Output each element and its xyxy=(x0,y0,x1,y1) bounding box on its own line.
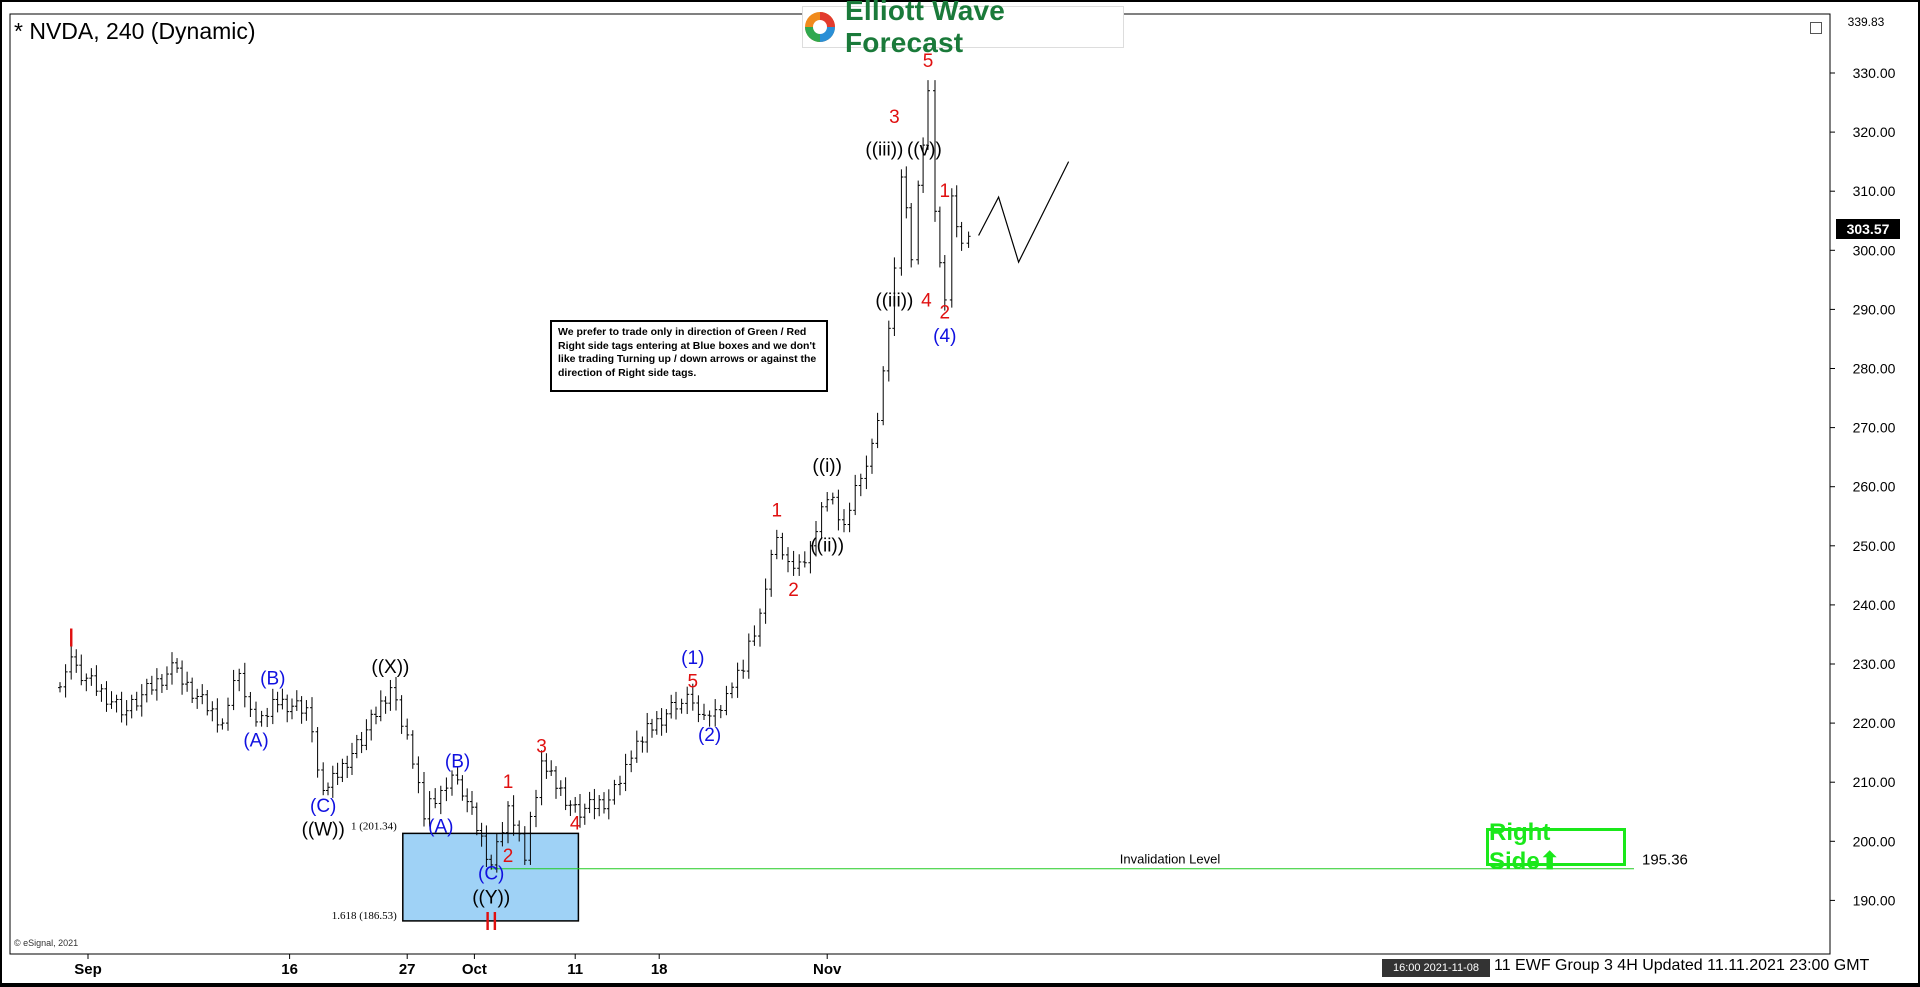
footer-text: 11 EWF Group 3 4H Updated 11.11.2021 23:… xyxy=(1494,957,1870,974)
wave-label: 1 xyxy=(772,500,783,521)
blue-box-top-label: 1 (201.34) xyxy=(351,820,397,832)
y-tick-label: 280.00 xyxy=(1853,361,1896,377)
wave-label: ((ii)) xyxy=(810,536,844,557)
right-side-tag: Right Side⬆ xyxy=(1486,819,1626,875)
y-tick-label: 230.00 xyxy=(1853,656,1896,672)
wave-label: ((W)) xyxy=(302,819,345,840)
wave-label: (C) xyxy=(478,864,504,885)
wave-label: (A) xyxy=(243,731,268,752)
wave-label: ((i)) xyxy=(812,456,842,477)
wave-label: 5 xyxy=(923,51,934,72)
wave-label: 5 xyxy=(688,672,699,693)
logo-text: Elliott Wave Forecast xyxy=(845,0,1006,58)
x-tick-label: 16 xyxy=(281,961,298,978)
x-tick-label: Nov xyxy=(813,961,842,978)
y-tick-label: 190.00 xyxy=(1853,892,1896,908)
cursor-timestamp: 16:00 2021-11-08 xyxy=(1382,959,1490,977)
invalidation-label: Invalidation Level xyxy=(1120,852,1221,867)
wave-label: 2 xyxy=(788,580,799,601)
wave-label: 3 xyxy=(536,737,547,758)
wave-label: (B) xyxy=(260,669,285,690)
y-tick-label: 250.00 xyxy=(1853,538,1896,554)
wave-label: I xyxy=(68,622,75,652)
y-tick-label: 260.00 xyxy=(1853,479,1896,495)
wave-label: II xyxy=(484,906,498,936)
x-tick-label: Oct xyxy=(462,961,487,978)
wave-label: ((iii)) xyxy=(865,140,903,161)
copyright: © eSignal, 2021 xyxy=(14,938,79,948)
wave-label: 1 xyxy=(503,772,514,793)
y-tick-label: 220.00 xyxy=(1853,715,1896,731)
invalidation-value: 195.36 xyxy=(1642,852,1688,869)
y-tick-label: 210.00 xyxy=(1853,774,1896,790)
wave-label: ((X)) xyxy=(371,657,409,678)
last-price-tag: 303.57 xyxy=(1836,219,1900,239)
blue-box xyxy=(402,832,580,922)
wave-label: 4 xyxy=(921,290,932,311)
wave-label: (1) xyxy=(681,648,704,669)
wave-label: 2 xyxy=(940,302,951,323)
wave-label: ((v)) xyxy=(907,140,942,161)
wave-label: (A) xyxy=(428,816,453,837)
wave-label: (C) xyxy=(310,796,336,817)
y-tick-label: 290.00 xyxy=(1853,301,1896,317)
wave-label: ((Y)) xyxy=(472,887,510,908)
window-icon[interactable] xyxy=(1810,22,1822,34)
wave-label: ((iii)) xyxy=(875,290,913,311)
projection-path xyxy=(978,161,1070,264)
wave-label: 3 xyxy=(889,107,900,128)
y-tick-label: 330.00 xyxy=(1853,65,1896,81)
logo: Elliott Wave Forecast xyxy=(802,0,1124,58)
y-tick-label: 300.00 xyxy=(1853,242,1896,258)
blue-box-bottom-label: 1.618 (186.53) xyxy=(332,910,397,922)
logo-icon xyxy=(803,10,837,44)
x-tick-label: 11 xyxy=(567,961,583,978)
wave-label: 1 xyxy=(940,181,951,202)
symbol-title: * NVDA, 240 (Dynamic) xyxy=(14,18,256,44)
y-tick-label: 310.00 xyxy=(1853,183,1896,199)
x-tick-label: Sep xyxy=(74,961,102,978)
wave-label: (B) xyxy=(445,751,470,772)
x-tick-label: 27 xyxy=(399,961,416,978)
y-tick-label: 270.00 xyxy=(1853,420,1896,436)
y-tick-label: 200.00 xyxy=(1853,833,1896,849)
wave-label: 4 xyxy=(570,813,581,834)
wave-label: (4) xyxy=(933,326,956,347)
y-tick-label: 240.00 xyxy=(1853,597,1896,613)
y-tick-label: 320.00 xyxy=(1853,124,1896,140)
wave-label: 2 xyxy=(503,846,514,867)
wave-label: (2) xyxy=(698,725,721,746)
x-tick-label: 18 xyxy=(651,961,668,978)
top-price-tag: 339.83 xyxy=(1836,14,1896,30)
trading-note: We prefer to trade only in direction of … xyxy=(550,320,828,392)
